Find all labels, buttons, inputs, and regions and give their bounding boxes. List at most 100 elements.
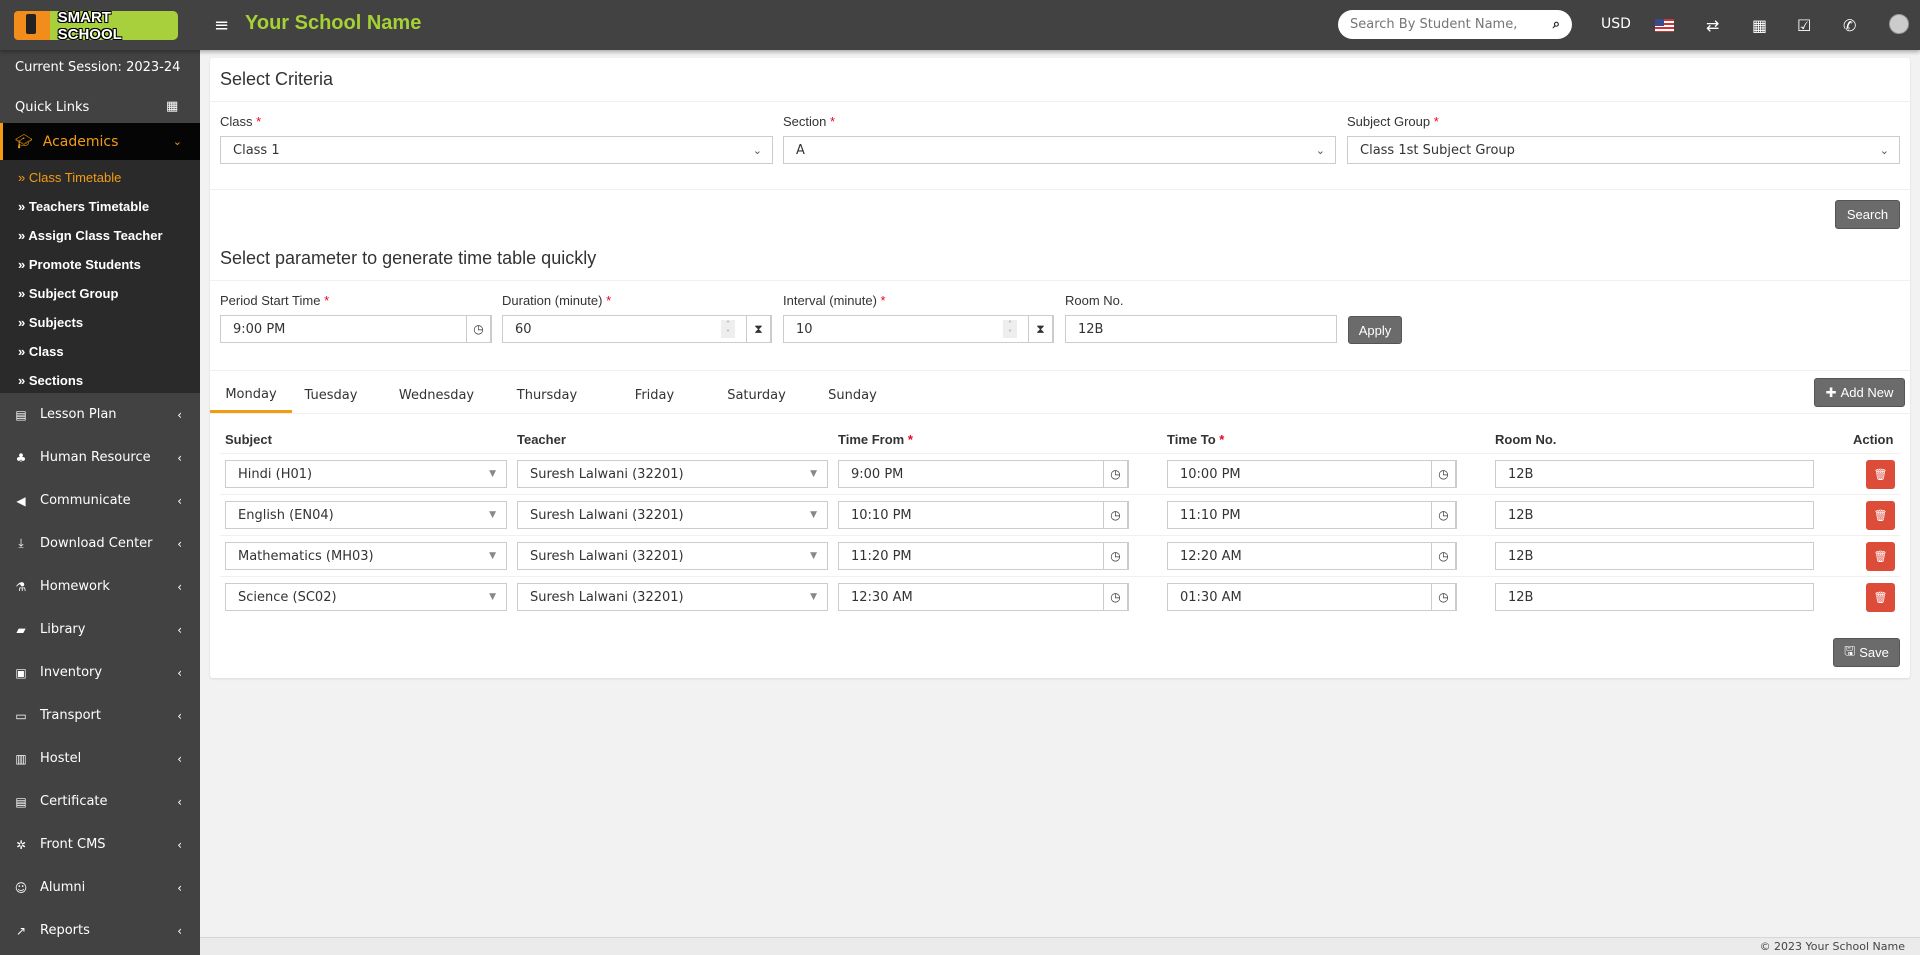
save-button[interactable]: 🖫 Save — [1833, 638, 1900, 667]
header-teacher: Teacher — [517, 432, 566, 447]
apply-button[interactable]: Apply — [1348, 316, 1402, 344]
time-from-input[interactable]: 12:30 AM ◷ — [838, 583, 1129, 611]
submenu-item[interactable]: » Subjects — [18, 315, 84, 330]
search-button[interactable]: Search — [1835, 200, 1900, 229]
interval-input[interactable]: 10 ˄ ˅ ⧗ — [783, 315, 1054, 343]
us-flag-icon[interactable] — [1655, 19, 1674, 32]
sidebar-item[interactable]: ◀ Communicate ‹ — [0, 479, 200, 522]
subject-select[interactable]: English (EN04) ▼ — [225, 501, 507, 529]
teacher-select[interactable]: Suresh Lalwani (32201) ▼ — [517, 542, 828, 570]
header-subject: Subject — [225, 432, 272, 447]
teacher-select[interactable]: Suresh Lalwani (32201) ▼ — [517, 460, 828, 488]
subject-select[interactable]: Science (SC02) ▼ — [225, 583, 507, 611]
switch-icon[interactable]: ⇄ — [1706, 16, 1720, 35]
time-to-input[interactable]: 12:20 AM ◷ — [1167, 542, 1457, 570]
time-from-input[interactable]: 11:20 PM ◷ — [838, 542, 1129, 570]
delete-row-button[interactable]: 🗑︎ — [1866, 460, 1895, 489]
room-input[interactable]: 12B — [1495, 460, 1814, 488]
search-input[interactable] — [1350, 17, 1530, 32]
time-to-input[interactable]: 10:00 PM ◷ — [1167, 460, 1457, 488]
sidebar-item[interactable]: ✲ Front CMS ‹ — [0, 823, 200, 866]
current-session[interactable]: Current Session: 2023-24 — [15, 60, 181, 75]
period-start-input[interactable]: 9:00 PM ◷ — [220, 315, 492, 343]
tab-tuesday[interactable]: Tuesday — [304, 388, 358, 403]
class-select[interactable]: Class 1 ⌄ — [220, 136, 773, 164]
clock-icon[interactable]: ◷ — [1103, 501, 1128, 529]
sidebar-item[interactable]: ▥ Hostel ‹ — [0, 737, 200, 780]
subject-select[interactable]: Hindi (H01) ▼ — [225, 460, 507, 488]
submenu-item[interactable]: » Class Timetable — [18, 170, 122, 185]
search-icon[interactable]: ⌕ — [1552, 17, 1560, 32]
time-from-input[interactable]: 9:00 PM ◷ — [838, 460, 1129, 488]
time-to-input[interactable]: 11:10 PM ◷ — [1167, 501, 1457, 529]
trash-icon: 🗑︎ — [1873, 591, 1888, 604]
time-from-input[interactable]: 10:10 PM ◷ — [838, 501, 1129, 529]
menu-icon: ▤ — [15, 407, 27, 422]
clock-icon[interactable]: ◷ — [1431, 501, 1456, 529]
clock-icon[interactable]: ◷ — [1103, 583, 1128, 611]
teacher-select[interactable]: Suresh Lalwani (32201) ▼ — [517, 583, 828, 611]
hamburger-menu-icon[interactable]: ≡ — [214, 15, 230, 36]
subject-group-select[interactable]: Class 1st Subject Group ⌄ — [1347, 136, 1900, 164]
clock-icon[interactable]: ◷ — [1103, 542, 1128, 570]
sidebar-item[interactable]: ▰ Library ‹ — [0, 608, 200, 651]
clock-icon[interactable]: ◷ — [1103, 460, 1128, 488]
add-new-button[interactable]: ✚ Add New — [1814, 378, 1905, 407]
number-spinner[interactable]: ˄ ˅ — [1003, 320, 1017, 338]
teacher-select[interactable]: Suresh Lalwani (32201) ▼ — [517, 501, 828, 529]
submenu-item[interactable]: » Subject Group — [18, 286, 119, 301]
submenu-item[interactable]: » Sections — [18, 373, 84, 388]
submenu-item[interactable]: » Class — [18, 344, 64, 359]
sidebar-item[interactable]: ♣ Human Resource ‹ — [0, 436, 200, 479]
section-select[interactable]: A ⌄ — [783, 136, 1336, 164]
delete-row-button[interactable]: 🗑︎ — [1866, 583, 1895, 612]
time-to-input[interactable]: 01:30 AM ◷ — [1167, 583, 1457, 611]
book-icon — [14, 11, 50, 40]
logo[interactable]: SMART SCHOOL — [14, 9, 178, 43]
whatsapp-icon[interactable]: ✆ — [1843, 16, 1857, 35]
academics-submenu: » Class Timetable » Teachers Timetable » A… — [0, 160, 200, 393]
graduation-cap-icon: 🎓︎ — [15, 133, 33, 150]
dropdown-arrow-icon: ▼ — [489, 551, 496, 561]
calendar-icon[interactable]: ▦ — [1752, 16, 1768, 35]
sidebar-item[interactable]: ▭ Transport ‹ — [0, 694, 200, 737]
sidebar-item[interactable]: ▤ Certificate ‹ — [0, 780, 200, 823]
tab-wednesday[interactable]: Wednesday — [398, 388, 475, 403]
room-input[interactable]: 12B — [1495, 583, 1814, 611]
submenu-item[interactable]: » Assign Class Teacher — [18, 228, 163, 243]
sidebar-item[interactable]: ▣ Inventory ‹ — [0, 651, 200, 694]
sidebar-item-academics[interactable]: 🎓︎ Academics ⌄ — [0, 123, 200, 160]
number-spinner[interactable]: ˄ ˅ — [721, 320, 735, 338]
tab-saturday[interactable]: Saturday — [727, 388, 786, 403]
currency-selector[interactable]: USD — [1601, 16, 1631, 32]
clock-icon[interactable]: ◷ — [1431, 460, 1456, 488]
tab-sunday[interactable]: Sunday — [828, 388, 877, 403]
delete-row-button[interactable]: 🗑︎ — [1866, 501, 1895, 530]
submenu-item[interactable]: » Teachers Timetable — [18, 199, 150, 214]
room-input[interactable]: 12B — [1495, 542, 1814, 570]
sidebar-item[interactable]: ↗ Reports ‹ — [0, 909, 200, 952]
chevron-left-icon: ‹ — [177, 794, 182, 809]
clock-icon[interactable]: ◷ — [1431, 542, 1456, 570]
sidebar-item[interactable]: ⤓ Download Center ‹ — [0, 522, 200, 565]
submenu-item[interactable]: » Promote Students — [18, 257, 141, 272]
sidebar-item[interactable]: ⚗ Homework ‹ — [0, 565, 200, 608]
dropdown-arrow-icon: ▼ — [810, 510, 817, 520]
clock-icon[interactable]: ◷ — [466, 315, 491, 343]
clock-icon[interactable]: ◷ — [1431, 583, 1456, 611]
tab-thursday[interactable]: Thursday — [516, 388, 578, 403]
room-input[interactable]: 12B — [1495, 501, 1814, 529]
room-input[interactable]: 12B — [1065, 315, 1337, 343]
sidebar-item[interactable]: ☺ Alumni ‹ — [0, 866, 200, 909]
delete-row-button[interactable]: 🗑︎ — [1866, 542, 1895, 571]
quick-links[interactable]: Quick Links — [15, 100, 90, 115]
task-check-icon[interactable]: ☑ — [1797, 16, 1812, 35]
duration-input[interactable]: 60 ˄ ˅ ⧗ — [502, 315, 772, 343]
user-avatar[interactable] — [1889, 14, 1909, 34]
grid-icon[interactable]: ▦ — [166, 99, 179, 114]
tab-monday[interactable]: Monday — [210, 378, 292, 413]
menu-icon: ◀ — [16, 493, 26, 508]
tab-friday[interactable]: Friday — [634, 388, 675, 403]
subject-select[interactable]: Mathematics (MH03) ▼ — [225, 542, 507, 570]
sidebar-item[interactable]: ▤ Lesson Plan ‹ — [0, 393, 200, 436]
